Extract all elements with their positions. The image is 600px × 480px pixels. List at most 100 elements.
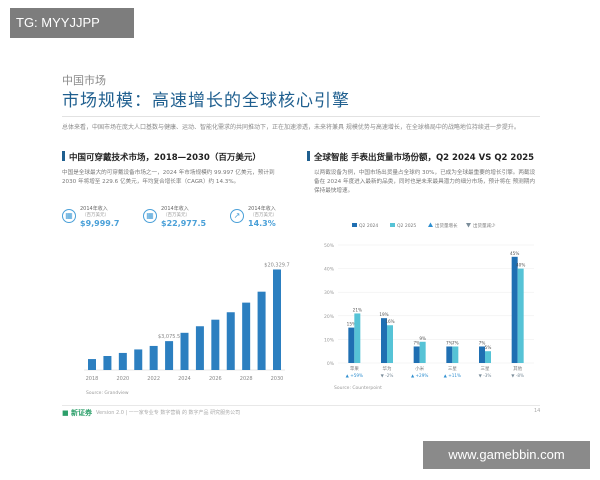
y-tick-30%: 30% <box>324 290 335 296</box>
x-tick-2026: 2026 <box>209 376 222 382</box>
bar-2021 <box>134 349 143 370</box>
x-tick-2024: 2024 <box>178 376 191 382</box>
footer-divider <box>62 405 540 406</box>
bar-2018 <box>88 359 96 370</box>
bar-2024 <box>180 332 189 370</box>
footer-text: Version 2.0 | 一一家专业专 数字营销 的 数字产品 研究服务公司 <box>96 410 241 416</box>
bar-Q2 2025-2 <box>419 341 426 363</box>
change-label-4: ▼ -3% <box>479 373 492 378</box>
summary-text: 总体来看，中国市场在庞大人口基数与健康、运动、智能化需求的共同推动下，正在加速渗… <box>62 124 520 131</box>
right-chart-source: Source: Counterpoint <box>334 386 382 391</box>
stat-sub: （百万美元） <box>82 213 109 218</box>
stat-value: $9,999.7 <box>80 219 120 228</box>
page-title: 市场规模：高速增长的全球核心引擎 <box>62 91 350 111</box>
y-tick-0%: 0% <box>327 361 335 367</box>
left-chart-source: Source: Grandview <box>86 391 129 396</box>
change-label-3: ▲ +11% <box>444 373 461 378</box>
bar-2027 <box>226 312 235 370</box>
bar-Q2 2024-3 <box>446 346 453 363</box>
stat-sub: （百万美元） <box>163 213 190 218</box>
legend-swatch-1 <box>390 223 395 227</box>
data-label-0-3: 7% <box>446 340 453 345</box>
left-section-paragraph: 中国是全球最大的可穿戴设备市场之一，2024 年市场规模约 99.997 亿美元… <box>62 170 275 185</box>
bar-2022 <box>149 345 158 370</box>
bar-2023 <box>165 341 174 370</box>
stat-value: $22,977.5 <box>161 219 207 228</box>
x-tick-2028: 2028 <box>240 376 253 382</box>
wearables-market-chart: 2018 2020 2022 2024 2026 2028 2030 $3,075.5 $20,… <box>84 262 290 382</box>
title-divider <box>62 116 540 117</box>
change-label-5: ▼ -8% <box>511 373 524 378</box>
y-tick-50%: 50% <box>324 243 335 249</box>
data-label-0-0: 15% <box>347 322 356 327</box>
x-tick-5: 其他 <box>513 365 522 372</box>
x-tick-2: 小米 <box>415 365 424 372</box>
calendar-icon: ▦ <box>62 209 76 223</box>
bar-Q2 2025-4 <box>485 351 491 363</box>
left-section-marker <box>62 151 65 161</box>
calendar-icon: ▦ <box>143 209 157 223</box>
x-tick-1: 华为 <box>383 365 392 372</box>
left-section-title: 中国可穿戴技术市场，2018—2030（百万美元） <box>69 153 261 163</box>
legend-label-2: 出货量增长 <box>435 222 458 229</box>
bar-2030 <box>273 269 281 370</box>
legend-swatch-3 <box>466 223 471 228</box>
watermark-bottom-right: www.gamebbin.com <box>423 441 590 469</box>
bar-2026 <box>211 319 220 370</box>
bar-2020 <box>118 352 127 370</box>
bar-Q2 2024-2 <box>413 346 420 363</box>
stat-label: 2014年收入 <box>161 206 189 212</box>
watermark-top-left: TG: MYYJJPP <box>10 8 134 38</box>
trend-up-icon: ↗ <box>230 209 244 223</box>
data-label-1-1: 16% <box>385 319 394 324</box>
bar-Q2 2024-0 <box>348 327 355 363</box>
bar-2019 <box>103 356 112 370</box>
data-label-2023: $3,075.5 <box>158 334 180 340</box>
stat-label: 2014年收入 <box>80 206 108 212</box>
right-section-title: 全球智能 手表出货量市场份额，Q2 2024 VS Q2 2025 <box>314 153 535 163</box>
bar-Q2 2024-1 <box>381 318 387 363</box>
data-label-0-5: 45% <box>510 251 519 256</box>
x-tick-3: 三星 <box>448 366 457 372</box>
bar-2029 <box>257 291 266 370</box>
bar-Q2 2025-0 <box>354 313 361 363</box>
x-tick-2022: 2022 <box>147 376 160 382</box>
data-label-1-0: 21% <box>353 307 362 312</box>
data-label-0-4: 7% <box>479 340 486 345</box>
change-label-0: ▲ +59% <box>346 373 363 378</box>
change-label-1: ▼ -2% <box>381 373 394 378</box>
data-label-1-2: 9% <box>419 336 426 341</box>
x-tick-4: 三星 <box>481 366 490 372</box>
data-label-0-2: 7% <box>413 340 420 345</box>
right-section-paragraph: 以两截设备为例，中国市场出货量占全球约 30%，已成为全球最重要的增长引擎。两截… <box>314 170 536 194</box>
data-label-1-4: 5% <box>485 345 492 350</box>
legend-swatch-2 <box>428 222 433 227</box>
bar-Q2 2025-1 <box>387 325 393 363</box>
stat-value: 14.3% <box>248 219 276 228</box>
bar-Q2 2025-3 <box>452 346 459 363</box>
bar-2028 <box>242 302 251 370</box>
page-number: 14 <box>534 408 541 414</box>
section-kicker: 中国市场 <box>62 74 106 87</box>
legend-label-0: Q2 2024 <box>359 223 378 229</box>
right-section-marker <box>307 151 310 161</box>
smartwatch-share-chart: Q2 2024 Q2 2025 出货量增长 出货量减少 0% 10% 20% 30% 40% 50… <box>324 222 534 378</box>
x-tick-2018: 2018 <box>86 376 99 382</box>
stat-sub: （百万美元） <box>250 213 277 218</box>
data-label-1-3: 7% <box>452 340 459 345</box>
bar-2025 <box>195 326 204 370</box>
data-label-2030: $20,329.7 <box>264 262 289 268</box>
x-tick-0: 苹果 <box>350 365 359 372</box>
stat-label: 2014年收入 <box>248 206 276 212</box>
legend-label-3: 出货量减少 <box>473 222 496 229</box>
legend-label-1: Q2 2025 <box>397 223 416 229</box>
y-tick-20%: 20% <box>324 314 335 320</box>
data-label-1-5: 40% <box>516 263 525 268</box>
bar-Q2 2025-5 <box>517 268 524 363</box>
footer-logo: ■ 新证券 <box>62 409 93 417</box>
bar-Q2 2024-5 <box>511 256 518 363</box>
data-label-0-1: 19% <box>379 312 388 317</box>
y-tick-10%: 10% <box>324 337 335 343</box>
y-tick-40%: 40% <box>324 267 335 273</box>
x-tick-2020: 2020 <box>116 376 129 382</box>
